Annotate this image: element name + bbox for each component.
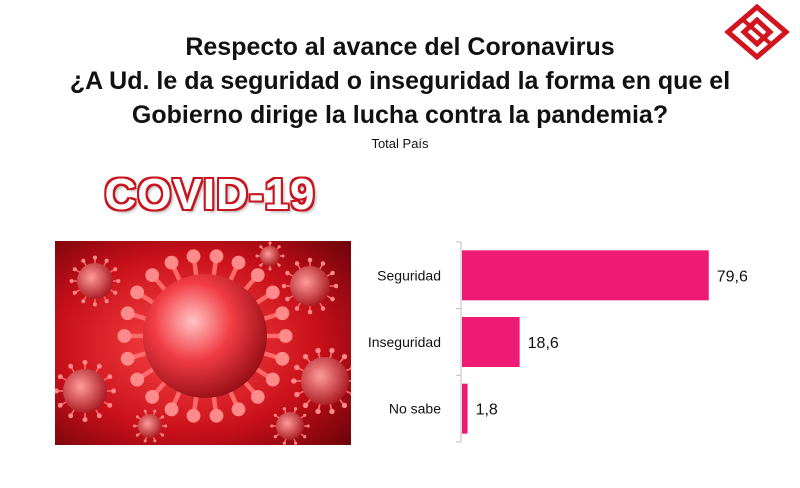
covid-label: COVID-19 <box>104 170 316 219</box>
title-block: Respecto al avance del Coronavirus ¿A Ud… <box>40 30 760 151</box>
virus-particle <box>69 255 121 307</box>
category-label: No sabe <box>389 401 441 417</box>
title-line-3: Gobierno dirige la lucha contra la pande… <box>131 101 669 129</box>
virus-particle <box>255 241 285 271</box>
virus-particle <box>270 407 310 445</box>
bar-chart: Seguridad 79,6 Inseguridad 18,6 No sabe 1,8 <box>368 241 748 443</box>
bar-inseguridad <box>462 317 520 367</box>
subtitle: Total País <box>371 136 429 151</box>
bar-no-sabe <box>462 383 468 434</box>
value-label: 79,6 <box>717 268 748 285</box>
coronavirus-image <box>55 241 351 445</box>
value-label: 1,8 <box>476 402 498 419</box>
title-line-1: Respecto al avance del Coronavirus <box>185 33 615 61</box>
category-label: Seguridad <box>377 267 441 283</box>
virus-particle <box>117 249 293 423</box>
virus-particle <box>132 409 168 443</box>
category-label: Inseguridad <box>368 334 441 350</box>
company-logo-icon <box>724 4 790 60</box>
virus-particle <box>55 359 117 423</box>
virus-particle <box>291 347 351 415</box>
bar-seguridad <box>462 250 709 301</box>
value-label: 18,6 <box>528 335 559 352</box>
virus-particle <box>281 257 339 315</box>
title-line-2: ¿A Ud. le da seguridad o inseguridad la … <box>69 67 731 95</box>
